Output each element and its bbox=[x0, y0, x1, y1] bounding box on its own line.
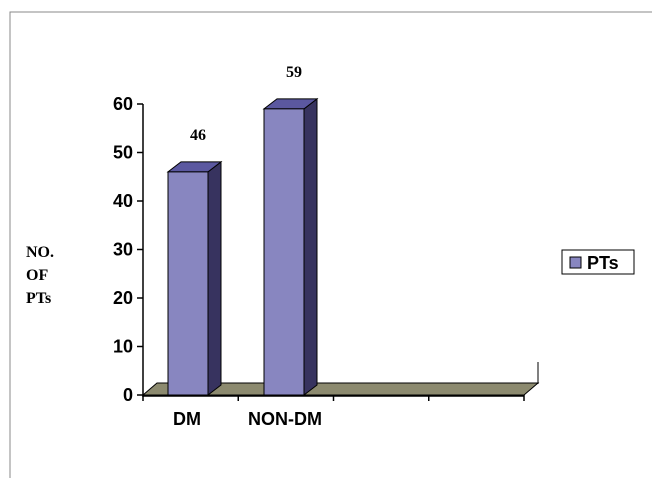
bar-series bbox=[166, 97, 319, 397]
y-axis-title-line-2: OF bbox=[26, 267, 48, 284]
bar-side bbox=[303, 97, 318, 397]
bar-side bbox=[207, 160, 222, 397]
y-tick-label: 20 bbox=[113, 288, 133, 308]
x-axis-ticks bbox=[142, 395, 525, 401]
legend-swatch bbox=[569, 256, 582, 269]
y-tick-label: 10 bbox=[113, 337, 133, 357]
legend: PTs bbox=[561, 249, 635, 275]
data-label-dm: 46 bbox=[190, 127, 206, 144]
data-label-non-dm: 59 bbox=[286, 64, 302, 81]
y-tick-label: 50 bbox=[113, 143, 133, 163]
bar-dm bbox=[166, 160, 223, 397]
data-labels: 46 59 bbox=[190, 64, 302, 144]
chart-floor bbox=[141, 382, 540, 396]
bar-front bbox=[263, 108, 305, 396]
y-tick-label: 40 bbox=[113, 191, 133, 211]
y-axis-ticks: 0 10 20 30 40 50 60 bbox=[113, 94, 143, 405]
bar-non-dm bbox=[262, 97, 319, 397]
category-label-non-dm: NON-DM bbox=[248, 409, 322, 429]
y-axis-title-line-3: PTs bbox=[26, 290, 51, 307]
chart-border bbox=[9, 11, 652, 478]
y-tick-label: 30 bbox=[113, 240, 133, 260]
legend-label: PTs bbox=[587, 253, 619, 273]
y-tick-label: 0 bbox=[123, 385, 133, 405]
bar-front bbox=[167, 171, 209, 396]
y-tick-label: 60 bbox=[113, 94, 133, 114]
y-axis-title-line-1: NO. bbox=[26, 244, 54, 261]
category-labels: DM NON-DM bbox=[173, 409, 322, 429]
category-label-dm: DM bbox=[173, 409, 201, 429]
